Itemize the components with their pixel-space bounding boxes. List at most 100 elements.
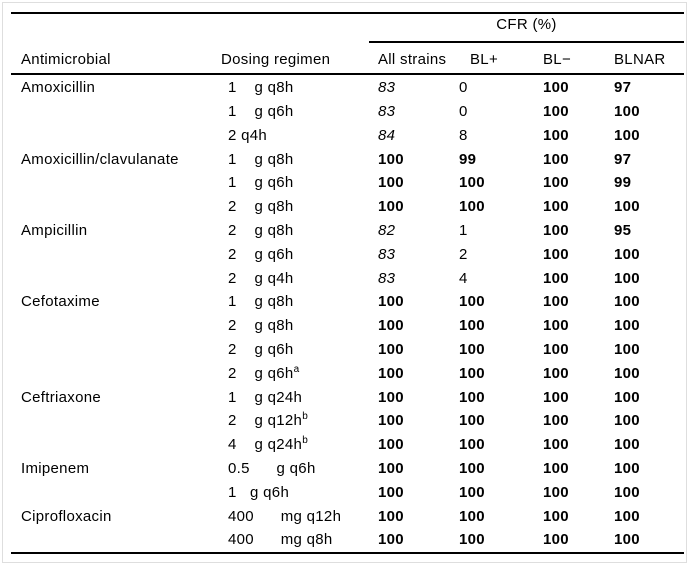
cfr-value-cell: 100 — [543, 436, 569, 454]
cfr-value-cell: 100 — [614, 126, 640, 144]
table-row: 2 g q6h 83 2 100 100 — [11, 242, 684, 266]
cfr-value-cell: 100 — [543, 198, 569, 216]
dosing-regimen-cell: 4 g q24hb — [228, 435, 308, 454]
table-row: 400 mg q8h 100 100 100 100 — [11, 528, 684, 552]
col-header-dosing-regimen: Dosing regimen — [221, 51, 331, 68]
cfr-value-cell: 100 — [543, 79, 569, 97]
cfr-value-cell: 99 — [459, 150, 477, 168]
cfr-spanner-rule — [369, 41, 684, 43]
dosing-regimen-cell: 1 g q8h — [228, 150, 294, 168]
cfr-value-cell: 8 — [459, 126, 468, 144]
table-row: 2 g q8h 100 100 100 100 — [11, 195, 684, 219]
cfr-value-cell: 100 — [614, 364, 640, 382]
table-row: Imipenem 0.5 g q6h 100 100 100 100 — [11, 457, 684, 481]
col-header-antimicrobial: Antimicrobial — [21, 51, 111, 68]
antimicrobial-cell: Amoxicillin/clavulanate — [21, 150, 179, 168]
dosing-regimen-cell: 400 mg q8h — [228, 531, 333, 549]
dosing-regimen-cell: 0.5 g q6h — [228, 459, 316, 477]
cfr-value-cell: 100 — [378, 436, 404, 454]
cfr-value-cell: 84 — [378, 126, 396, 144]
dosing-regimen-cell: 2 g q6h — [228, 245, 294, 263]
antimicrobial-cell: Amoxicillin — [21, 79, 96, 97]
cfr-value-cell: 100 — [614, 293, 640, 311]
table-row: Ciprofloxacin 400 mg q12h 100 100 100 100 — [11, 504, 684, 528]
dosing-regimen-cell: 2 g q12hb — [228, 411, 308, 430]
dosing-regimen-cell: 400 mg q12h — [228, 507, 342, 525]
table-row: 2 g q8h 100 100 100 100 — [11, 314, 684, 338]
cfr-value-cell: 100 — [378, 364, 404, 382]
table-row: 1 g q6h 83 0 100 100 — [11, 100, 684, 124]
dosing-regimen-cell: 2 q4h — [228, 126, 268, 144]
cfr-value-cell: 100 — [543, 364, 569, 382]
dosing-regimen-cell: 1 g q6h — [228, 174, 294, 192]
cfr-value-cell: 100 — [614, 531, 640, 549]
cfr-value-cell: 100 — [459, 436, 485, 454]
cfr-value-cell: 100 — [614, 269, 640, 287]
cfr-value-cell: 100 — [543, 317, 569, 335]
table-row: 2 g q6ha 100 100 100 100 — [11, 361, 684, 385]
dosing-regimen-cell: 1 g q8h — [228, 79, 294, 97]
table-row: Ampicillin 2 g q8h 82 1 100 95 — [11, 219, 684, 243]
table-row: 4 g q24hb 100 100 100 100 — [11, 433, 684, 457]
cfr-value-cell: 100 — [378, 293, 404, 311]
cfr-value-cell: 83 — [378, 102, 396, 120]
cfr-value-cell: 100 — [543, 459, 569, 477]
cfr-spanner-label: CFR (%) — [496, 16, 557, 33]
antimicrobial-cell: Ampicillin — [21, 221, 88, 239]
cfr-value-cell: 97 — [614, 79, 632, 97]
cfr-value-cell: 100 — [614, 317, 640, 335]
table-row: Ceftriaxone 1 g q24h 100 100 100 100 — [11, 385, 684, 409]
table-row: 1 g q6h 100 100 100 99 — [11, 171, 684, 195]
cfr-value-cell: 100 — [378, 340, 404, 358]
cfr-value-cell: 100 — [614, 388, 640, 406]
antimicrobial-cell: Ceftriaxone — [21, 388, 102, 406]
cfr-value-cell: 100 — [459, 507, 485, 525]
cfr-value-cell: 83 — [378, 245, 396, 263]
cfr-value-cell: 100 — [459, 364, 485, 382]
cfr-value-cell: 100 — [543, 126, 569, 144]
antimicrobial-cell: Cefotaxime — [21, 293, 100, 311]
cfr-value-cell: 100 — [543, 293, 569, 311]
dosing-regimen-cell: 2 g q4h — [228, 269, 294, 287]
cfr-value-cell: 100 — [459, 531, 485, 549]
cfr-value-cell: 100 — [543, 245, 569, 263]
header-rule — [11, 73, 684, 76]
footnote-marker: a — [293, 363, 300, 375]
antimicrobial-cell: Imipenem — [21, 459, 90, 477]
cfr-value-cell: 100 — [543, 269, 569, 287]
table-row: Amoxicillin/clavulanate 1 g q8h 100 99 100 97 — [11, 147, 684, 171]
cfr-value-cell: 4 — [459, 269, 468, 287]
cfr-value-cell: 100 — [543, 531, 569, 549]
cfr-value-cell: 100 — [543, 483, 569, 501]
cfr-value-cell: 1 — [459, 221, 468, 239]
dosing-regimen-cell: 1 g q8h — [228, 293, 294, 311]
cfr-value-cell: 100 — [543, 150, 569, 168]
cfr-value-cell: 100 — [378, 459, 404, 477]
table-row: 2 q4h 84 8 100 100 — [11, 123, 684, 147]
cfr-value-cell: 100 — [614, 245, 640, 263]
table-header-row: Antimicrobial Dosing regimen All strains… — [11, 43, 684, 73]
cfr-value-cell: 100 — [614, 459, 640, 477]
table-row: 2 g q6h 100 100 100 100 — [11, 338, 684, 362]
cfr-value-cell: 100 — [378, 507, 404, 525]
antimicrobial-cell: Ciprofloxacin — [21, 507, 112, 525]
footnote-marker: b — [302, 411, 308, 423]
cfr-value-cell: 100 — [614, 340, 640, 358]
footnote-marker: b — [302, 435, 308, 447]
table-row: 2 g q12hb 100 100 100 100 — [11, 409, 684, 433]
cfr-value-cell: 100 — [459, 388, 485, 406]
dosing-regimen-cell: 2 g q6ha — [228, 363, 300, 382]
dosing-regimen-cell: 2 g q8h — [228, 221, 294, 239]
cfr-value-cell: 100 — [378, 483, 404, 501]
dosing-regimen-cell: 2 g q8h — [228, 317, 294, 335]
cfr-value-cell: 100 — [614, 507, 640, 525]
cfr-value-cell: 100 — [543, 221, 569, 239]
table-row: Amoxicillin 1 g q8h 83 0 100 97 — [11, 76, 684, 100]
cfr-value-cell: 100 — [543, 507, 569, 525]
cfr-value-cell: 100 — [378, 198, 404, 216]
dosing-regimen-cell: 2 g q8h — [228, 198, 294, 216]
col-header-bl-minus: BL− — [543, 51, 572, 68]
cfr-value-cell: 100 — [459, 412, 485, 430]
cfr-value-cell: 100 — [459, 483, 485, 501]
